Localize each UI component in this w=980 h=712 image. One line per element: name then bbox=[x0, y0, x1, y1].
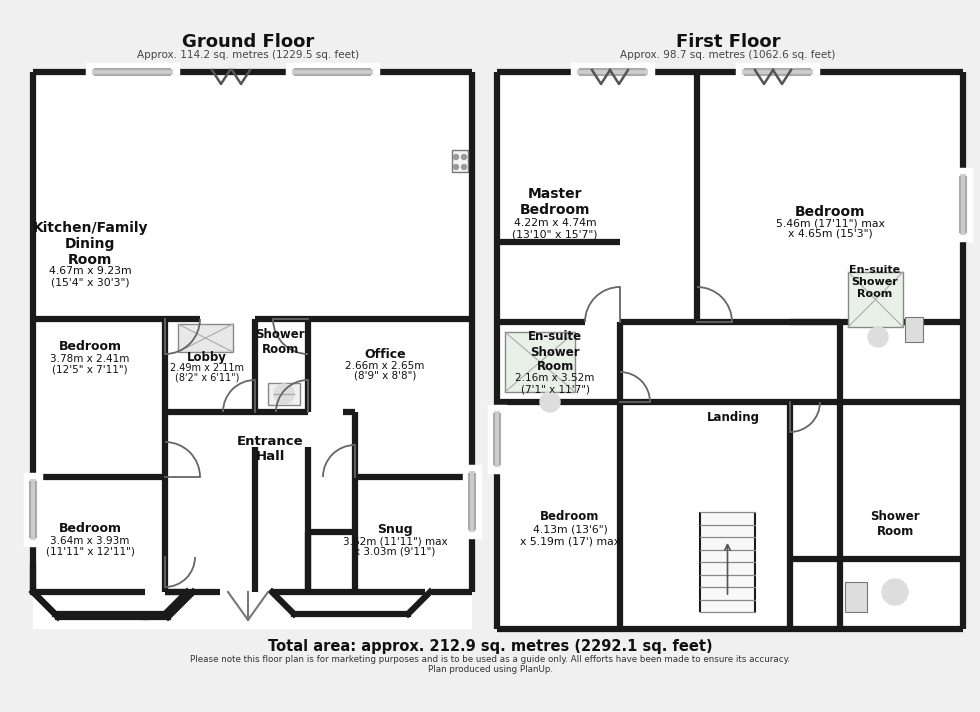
Text: 3.78m x 2.41m: 3.78m x 2.41m bbox=[50, 354, 129, 364]
Text: En-suite
Shower
Room: En-suite Shower Room bbox=[850, 266, 901, 298]
Text: (12'5" x 7'11"): (12'5" x 7'11") bbox=[52, 364, 127, 374]
Bar bbox=[268, 383, 300, 405]
Circle shape bbox=[454, 155, 459, 159]
Text: 3.62m (11'11") max: 3.62m (11'11") max bbox=[343, 536, 447, 546]
Circle shape bbox=[462, 155, 466, 159]
Bar bbox=[905, 317, 923, 342]
Polygon shape bbox=[180, 282, 440, 592]
Bar bbox=[845, 582, 867, 612]
Text: Master
Bedroom: Master Bedroom bbox=[519, 187, 590, 217]
Text: 4.67m x 9.23m
(15'4" x 30'3"): 4.67m x 9.23m (15'4" x 30'3") bbox=[49, 266, 131, 288]
Polygon shape bbox=[100, 162, 400, 592]
Text: x 5.19m (17') max: x 5.19m (17') max bbox=[520, 536, 620, 546]
Text: Bedroom: Bedroom bbox=[540, 511, 600, 523]
Circle shape bbox=[868, 327, 888, 347]
Bar bbox=[497, 69, 963, 629]
Text: Entrance
Hall: Entrance Hall bbox=[237, 435, 304, 463]
Text: En-suite
Shower
Room: En-suite Shower Room bbox=[528, 330, 582, 374]
Polygon shape bbox=[670, 282, 930, 592]
Text: 2.16m x 3.52m
(7'1" x 11'7"): 2.16m x 3.52m (7'1" x 11'7") bbox=[515, 373, 595, 394]
Text: Plan produced using PlanUp.: Plan produced using PlanUp. bbox=[427, 666, 553, 674]
Polygon shape bbox=[590, 162, 890, 592]
Text: (8'2" x 6'11"): (8'2" x 6'11") bbox=[174, 373, 239, 383]
Text: First Floor: First Floor bbox=[676, 33, 780, 51]
Text: 2.66m x 2.65m: 2.66m x 2.65m bbox=[345, 361, 424, 371]
Text: Ground Floor: Ground Floor bbox=[182, 33, 315, 51]
Text: 4.13m (13'6"): 4.13m (13'6") bbox=[532, 524, 608, 534]
Bar bbox=[848, 272, 903, 327]
Text: Appleby's: Appleby's bbox=[186, 468, 354, 496]
Circle shape bbox=[454, 164, 459, 169]
Text: Bedroom: Bedroom bbox=[59, 340, 122, 353]
Text: Bedroom: Bedroom bbox=[59, 523, 122, 535]
Bar bbox=[452, 150, 468, 172]
Circle shape bbox=[274, 384, 294, 404]
Text: Lobby: Lobby bbox=[187, 350, 227, 364]
Bar bbox=[505, 332, 575, 392]
Circle shape bbox=[462, 164, 466, 169]
Text: Office: Office bbox=[365, 347, 406, 360]
Text: Please note this floor plan is for marketing purposes and is to be used as a gui: Please note this floor plan is for marke… bbox=[190, 656, 790, 664]
Text: 4.22m x 4.74m
(13'10" x 15'7"): 4.22m x 4.74m (13'10" x 15'7") bbox=[513, 218, 598, 240]
Text: Estate Agents: Estate Agents bbox=[662, 470, 858, 494]
Text: (11'11" x 12'11"): (11'11" x 12'11") bbox=[45, 546, 134, 556]
Bar bbox=[178, 324, 233, 352]
Text: 2.49m x 2.11m: 2.49m x 2.11m bbox=[170, 363, 244, 373]
Text: Bedroom: Bedroom bbox=[795, 205, 865, 219]
Text: (8'9" x 8'8"): (8'9" x 8'8") bbox=[354, 371, 416, 381]
Text: Shower
Room: Shower Room bbox=[255, 328, 305, 356]
Text: Landing: Landing bbox=[707, 411, 760, 424]
Bar bbox=[33, 69, 472, 629]
Text: Kitchen/Family
Dining
Room: Kitchen/Family Dining Room bbox=[32, 221, 148, 267]
Bar bbox=[700, 512, 755, 612]
Text: Estate Agents: Estate Agents bbox=[172, 500, 368, 524]
Text: 5.46m (17'11") max: 5.46m (17'11") max bbox=[775, 219, 884, 229]
Circle shape bbox=[540, 392, 560, 412]
Text: Shower
Room: Shower Room bbox=[870, 510, 920, 538]
Text: Approx. 98.7 sq. metres (1062.6 sq. feet): Approx. 98.7 sq. metres (1062.6 sq. feet… bbox=[620, 50, 836, 60]
Text: x 4.65m (15'3"): x 4.65m (15'3") bbox=[788, 229, 872, 239]
Text: 3.64m x 3.93m: 3.64m x 3.93m bbox=[50, 536, 129, 546]
Text: Total area: approx. 212.9 sq. metres (2292.1 sq. feet): Total area: approx. 212.9 sq. metres (22… bbox=[268, 639, 712, 654]
Circle shape bbox=[882, 579, 908, 605]
Text: Snug: Snug bbox=[377, 523, 413, 535]
Text: x 3.03m (9'11"): x 3.03m (9'11") bbox=[355, 546, 436, 556]
Text: Approx. 114.2 sq. metres (1229.5 sq. feet): Approx. 114.2 sq. metres (1229.5 sq. fee… bbox=[137, 50, 359, 60]
